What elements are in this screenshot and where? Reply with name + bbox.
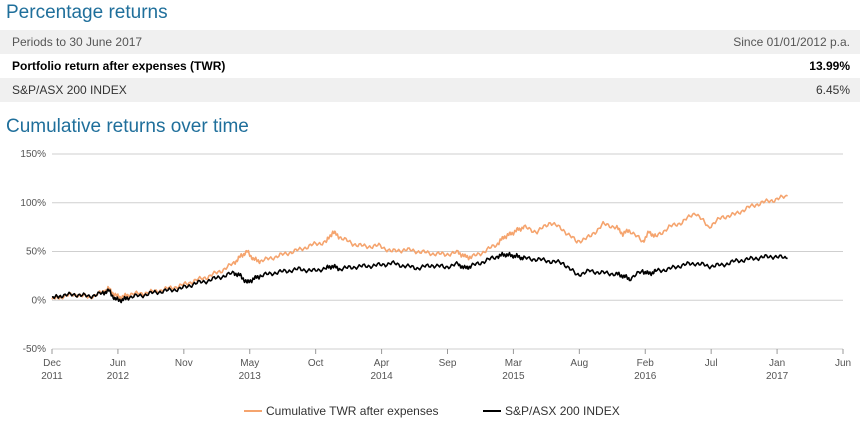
index-label: S&P/ASX 200 INDEX <box>12 83 127 97</box>
summary-header-row: Periods to 30 June 2017 Since 01/01/2012… <box>0 30 860 54</box>
x-tick-label: Jul <box>705 358 718 369</box>
y-tick-label: 50% <box>26 247 46 258</box>
portfolio-value: 13.99% <box>809 59 850 73</box>
x-tick-label: Oct <box>308 358 324 369</box>
x-tick-label: Jun <box>835 358 851 369</box>
y-tick-label: 150% <box>20 149 46 160</box>
y-tick-label: 0% <box>32 295 47 306</box>
x-tick-year-label: 2016 <box>634 371 657 382</box>
y-tick-label: 100% <box>20 198 46 209</box>
x-tick-label: Feb <box>637 358 655 369</box>
x-tick-label: Aug <box>570 358 588 369</box>
portfolio-row: Portfolio return after expenses (TWR) 13… <box>0 54 860 78</box>
cumulative-returns-chart: -50% 0% 50% 100% 150% Dec 2011 Jun 2012 Nov May 201… <box>20 149 851 418</box>
x-tick-year-label: 2017 <box>766 371 789 382</box>
chart-title: Cumulative returns over time <box>6 116 249 137</box>
x-tick-year-label: 2014 <box>370 371 393 382</box>
x-tick-year-label: 2012 <box>107 371 130 382</box>
x-tick-year-label: 2013 <box>239 371 262 382</box>
y-tick-label: -50% <box>23 344 46 355</box>
x-tick-label: Mar <box>505 358 523 369</box>
x-tick-label: Jun <box>110 358 126 369</box>
x-tick-label: Dec <box>43 358 61 369</box>
series-line-index <box>51 251 788 304</box>
index-row: S&P/ASX 200 INDEX 6.45% <box>0 78 860 102</box>
x-tick-year-label: 2015 <box>502 371 525 382</box>
legend-label: S&P/ASX 200 INDEX <box>505 404 620 418</box>
x-tick-label: Sep <box>439 358 457 369</box>
series-line-twr <box>51 194 788 301</box>
legend-label: Cumulative TWR after expenses <box>266 404 439 418</box>
portfolio-label: Portfolio return after expenses (TWR) <box>12 59 226 73</box>
x-tick-label: May <box>240 358 259 369</box>
period-label: Periods to 30 June 2017 <box>12 35 143 49</box>
x-tick-year-label: 2011 <box>41 371 63 382</box>
x-tick-label: Apr <box>374 358 390 369</box>
since-label: Since 01/01/2012 p.a. <box>733 35 850 49</box>
page-title: Percentage returns <box>6 2 168 23</box>
x-tick-label: Jan <box>769 358 785 369</box>
x-tick-label: Nov <box>175 358 193 369</box>
index-value: 6.45% <box>815 83 850 97</box>
